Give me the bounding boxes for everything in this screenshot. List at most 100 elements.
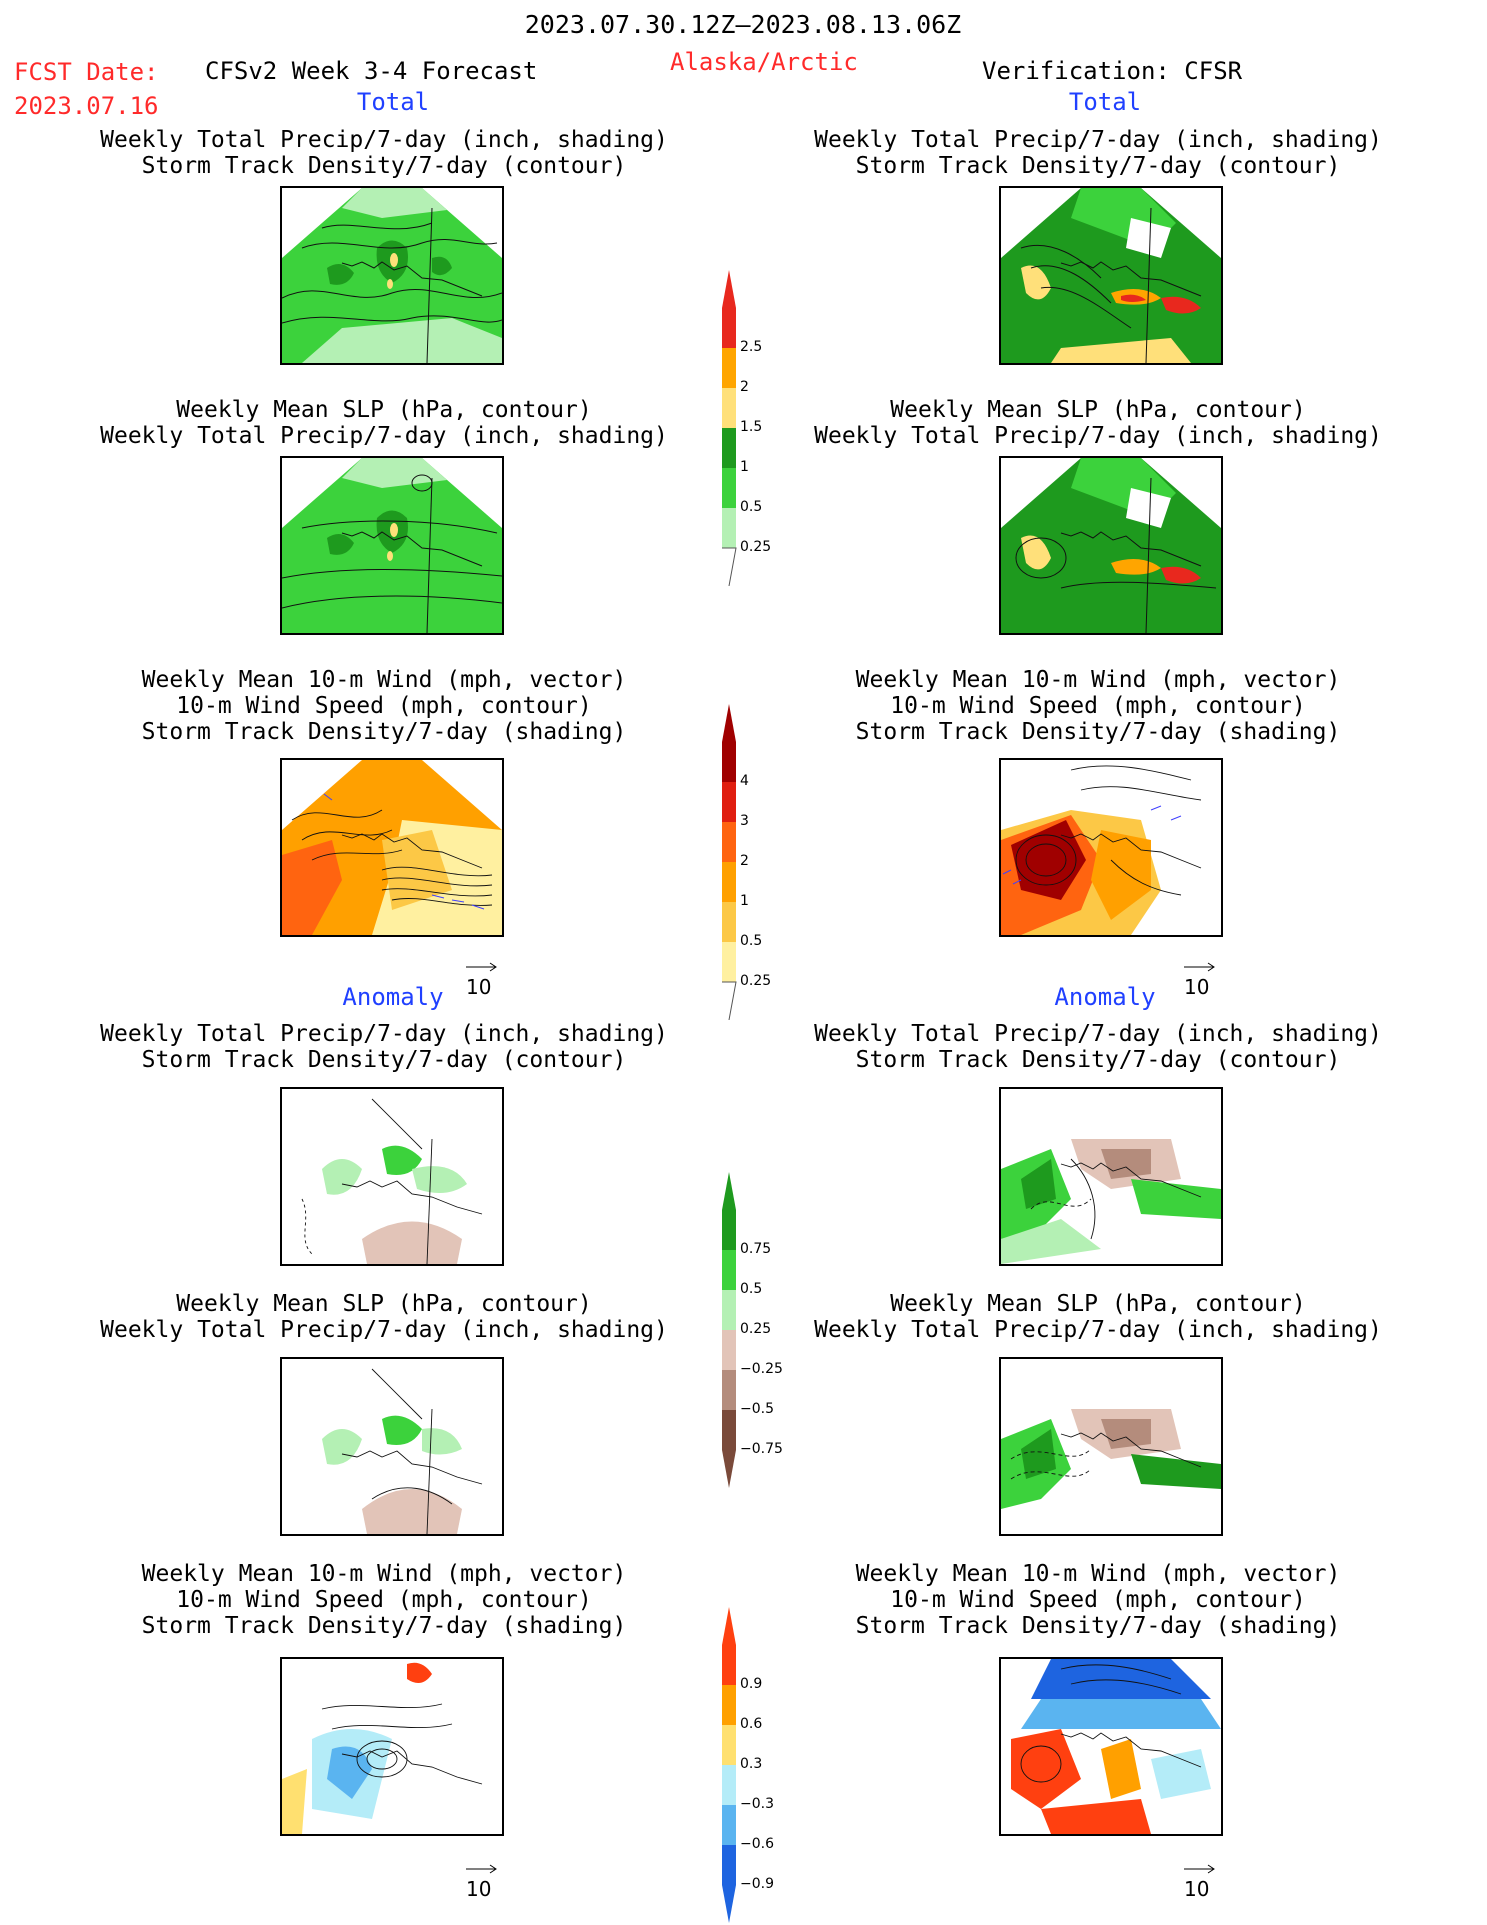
- vector-reference-label: 10: [466, 975, 492, 999]
- map-forecast-anom-slp-precip: [280, 1357, 504, 1536]
- vector-reference-arrow: 10: [1184, 953, 1218, 999]
- colorbar-tick-label: −0.75: [740, 1441, 783, 1457]
- map-verification-total-precip: [999, 186, 1223, 365]
- colorbar-tick-label: −0.6: [740, 1836, 774, 1852]
- colorbar-tick-label: 1: [740, 459, 749, 475]
- vector-reference-arrow: 10: [1184, 1855, 1218, 1901]
- model-label: CFSv2 Week 3-4 Forecast: [205, 57, 538, 85]
- colorbar-tick-label: 0.75: [740, 1241, 772, 1257]
- colorbar-top-arrow: [722, 270, 736, 308]
- colorbar-tick-label: 2: [740, 379, 749, 395]
- colorbar-tick-label: 1.5: [740, 419, 763, 435]
- colorbar-tick-label: 0.9: [740, 1676, 763, 1692]
- colorbar-segment: [722, 308, 736, 348]
- colorbar-bottom-arrow: [722, 547, 737, 586]
- colorbar-segment: [722, 1685, 736, 1725]
- panel-title-precip-storm: Weekly Total Precip/7-day (inch, shading…: [100, 127, 668, 179]
- map-forecast-anom-wind-storm: [280, 1657, 504, 1836]
- colorbar-bottom-arrow: [722, 1450, 736, 1488]
- colorbar-segment: [722, 1410, 736, 1450]
- map-forecast-total-precip: [280, 186, 504, 365]
- colorbar-segment: [722, 468, 736, 508]
- colorbar-bottom-arrow: [722, 981, 737, 1020]
- colorbar-segment: [722, 1290, 736, 1330]
- vector-reference-label: 10: [466, 1877, 492, 1901]
- colorbar-segment: [722, 1210, 736, 1250]
- colorbar-top-arrow: [722, 1607, 736, 1645]
- colorbar-segment: [722, 1645, 736, 1685]
- colorbar-tick-label: 2.5: [740, 339, 763, 355]
- colorbar-segment: [722, 388, 736, 428]
- panel-title-wind-storm: Weekly Mean 10-m Wind (mph, vector) 10-m …: [141, 667, 627, 745]
- colorbar-tick-label: −0.3: [740, 1796, 774, 1812]
- colorbar-segment: [722, 1250, 736, 1290]
- colorbar-tick-label: −0.5: [740, 1401, 774, 1417]
- colorbar-tick-label: −0.9: [740, 1876, 774, 1892]
- date-range: 2023.07.30.12Z–2023.08.13.06Z: [524, 10, 962, 39]
- panel-title-precip-storm: Weekly Total Precip/7-day (inch, shading…: [100, 1021, 668, 1073]
- colorbar-tick-label: 0.5: [740, 933, 763, 949]
- colorbar-segment: [722, 508, 736, 548]
- panel-title-slp-precip: Weekly Mean SLP (hPa, contour) Weekly Tot…: [100, 397, 668, 449]
- colorbar-tick-label: 4: [740, 773, 749, 789]
- section-total-right: Total: [1068, 88, 1142, 116]
- section-anomaly-right: Anomaly: [1054, 983, 1156, 1011]
- colorbar-tick-label: 0.25: [740, 973, 772, 989]
- fcst-date-value: 2023.07.16: [14, 92, 159, 120]
- panel-title-wind-storm: Weekly Mean 10-m Wind (mph, vector) 10-m …: [855, 1561, 1341, 1639]
- colorbar-tick-label: 0.25: [740, 1321, 772, 1337]
- colorbar-tick-label: 0.3: [740, 1756, 763, 1772]
- colorbar-tick-label: 3: [740, 813, 749, 829]
- colorbar-storm-anom: 0.9 0.6 0.3 −0.3 −0.6 −0.9: [722, 1607, 774, 1923]
- colorbar-top-arrow: [722, 704, 736, 742]
- colorbar-segment: [722, 428, 736, 468]
- section-total-left: Total: [356, 88, 430, 116]
- colorbar-tick-label: 2: [740, 853, 749, 869]
- vector-reference-arrow: 10: [466, 953, 500, 999]
- colorbar-segment: [722, 942, 736, 982]
- colorbar-segment: [722, 822, 736, 862]
- map-forecast-wind-storm: [280, 758, 504, 937]
- map-verification-slp-precip: [999, 456, 1223, 635]
- colorbar-tick-label: 1: [740, 893, 749, 909]
- colorbar-segment: [722, 742, 736, 782]
- colorbar-segment: [722, 862, 736, 902]
- colorbar-segment: [722, 1330, 736, 1370]
- map-verification-anom-wind-storm: [999, 1657, 1223, 1836]
- colorbar-segment: [722, 348, 736, 388]
- panel-title-precip-storm: Weekly Total Precip/7-day (inch, shading…: [814, 127, 1382, 179]
- colorbar-precip-total: 2.5 2 1.5 1 0.5 0.25: [722, 270, 771, 586]
- colorbar-segment: [722, 1370, 736, 1410]
- panel-title-slp-precip: Weekly Mean SLP (hPa, contour) Weekly Tot…: [100, 1291, 668, 1343]
- colorbar-segment: [722, 782, 736, 822]
- vector-reference-label: 10: [1184, 975, 1210, 999]
- colorbar-segment: [722, 1765, 736, 1805]
- colorbar-tick-label: 0.5: [740, 499, 763, 515]
- colorbar-tick-label: 0.25: [740, 539, 772, 555]
- colorbar-tick-label: 0.5: [740, 1281, 763, 1297]
- panel-title-wind-storm: Weekly Mean 10-m Wind (mph, vector) 10-m …: [141, 1561, 627, 1639]
- colorbar-bottom-arrow: [722, 1885, 736, 1923]
- map-verification-wind-storm: [999, 758, 1223, 937]
- colorbar-top-arrow: [722, 1172, 736, 1210]
- panel-title-wind-storm: Weekly Mean 10-m Wind (mph, vector) 10-m …: [855, 667, 1341, 745]
- panel-title-precip-storm: Weekly Total Precip/7-day (inch, shading…: [814, 1021, 1382, 1073]
- vector-reference-label: 10: [1184, 1877, 1210, 1901]
- section-anomaly-left: Anomaly: [342, 983, 444, 1011]
- colorbar-tick-label: −0.25: [740, 1361, 783, 1377]
- panel-title-slp-precip: Weekly Mean SLP (hPa, contour) Weekly Tot…: [814, 397, 1382, 449]
- panel-title-slp-precip: Weekly Mean SLP (hPa, contour) Weekly Tot…: [814, 1291, 1382, 1343]
- map-forecast-anom-precip: [280, 1087, 504, 1266]
- colorbar-precip-anom: 0.75 0.5 0.25 −0.25 −0.5 −0.75: [722, 1172, 783, 1488]
- map-verification-anom-slp-precip: [999, 1357, 1223, 1536]
- colorbar-segment: [722, 1805, 736, 1845]
- region-label: Alaska/Arctic: [670, 48, 858, 76]
- map-verification-anom-precip: [999, 1087, 1223, 1266]
- colorbar-tick-label: 0.6: [740, 1716, 763, 1732]
- colorbar-segment: [722, 902, 736, 942]
- verification-label: Verification: CFSR: [982, 57, 1243, 85]
- colorbar-segment: [722, 1725, 736, 1765]
- colorbar-storm-total: 4 3 2 1 0.5 0.25: [722, 704, 771, 1020]
- fcst-date-label: FCST Date:: [14, 58, 159, 86]
- map-forecast-slp-precip: [280, 456, 504, 635]
